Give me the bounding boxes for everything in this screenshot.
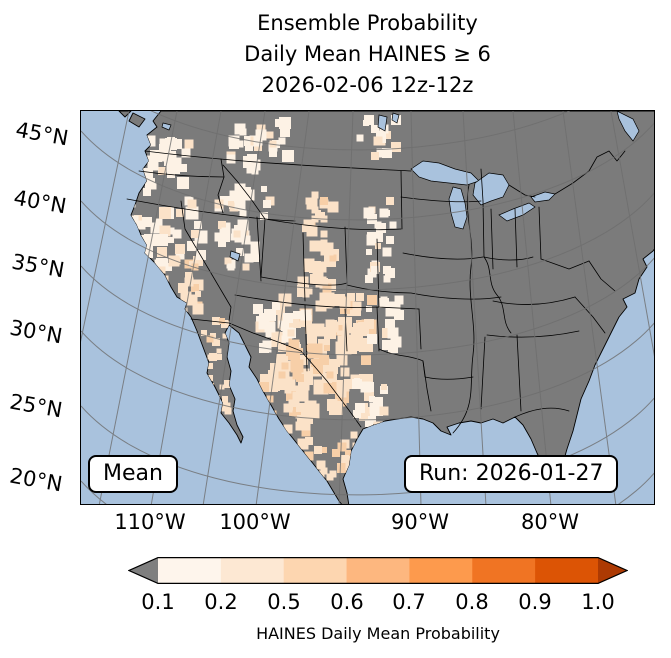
colorbar-tick-2: 0.5 — [267, 590, 301, 614]
title-line-1: Ensemble Probability — [257, 11, 478, 35]
colorbar-over-arrow — [598, 557, 628, 584]
great-lakes — [161, 111, 640, 262]
colorbar-svg — [127, 557, 629, 584]
lat-tick-25n: 25°N — [7, 389, 65, 423]
colorbar-segment-2 — [283, 557, 348, 584]
colorbar-outline — [127, 557, 629, 584]
lat-tick-40n: 40°N — [11, 185, 69, 219]
map-svg — [81, 111, 654, 504]
colorbar-segment-6 — [535, 557, 599, 584]
colorbar — [127, 557, 629, 584]
lat-tick-20n: 20°N — [7, 463, 65, 497]
title-line-2: Daily Mean HAINES ≥ 6 — [244, 42, 491, 66]
run-annotation-box: Run: 2026-01-27 — [404, 455, 619, 493]
lon-tick-80w: 80°W — [521, 510, 579, 534]
colorbar-tick-5: 0.8 — [455, 590, 489, 614]
mean-annotation-box: Mean — [88, 455, 178, 493]
colorbar-label: HAINES Daily Mean Probability — [256, 624, 500, 643]
colorbar-segment-1 — [220, 557, 285, 584]
state-borders — [126, 150, 626, 434]
colorbar-segment-0 — [158, 557, 222, 584]
lat-tick-45n: 45°N — [13, 117, 71, 151]
colorbar-tick-6: 0.9 — [518, 590, 552, 614]
graticule-gridlines — [81, 111, 654, 504]
figure-title: Ensemble Probability Daily Mean HAINES ≥… — [80, 8, 655, 101]
map-area — [80, 110, 655, 505]
colorbar-segment-5 — [472, 557, 536, 584]
lon-tick-110w: 110°W — [114, 510, 186, 534]
colorbar-tick-3: 0.6 — [330, 590, 364, 614]
colorbar-segment-3 — [346, 557, 410, 584]
lon-tick-90w: 90°W — [391, 510, 449, 534]
colorbar-tick-0: 0.1 — [141, 590, 175, 614]
colorbar-segment-4 — [409, 557, 473, 584]
colorbar-tick-1: 0.2 — [204, 590, 238, 614]
colorbar-tick-4: 0.7 — [392, 590, 426, 614]
colorbar-tick-7: 1.0 — [581, 590, 615, 614]
lat-tick-30n: 30°N — [7, 315, 65, 349]
lon-tick-100w: 100°W — [219, 510, 291, 534]
lat-tick-35n: 35°N — [9, 249, 67, 283]
title-line-3: 2026-02-06 12z-12z — [261, 73, 474, 97]
colorbar-under-arrow — [128, 557, 158, 584]
